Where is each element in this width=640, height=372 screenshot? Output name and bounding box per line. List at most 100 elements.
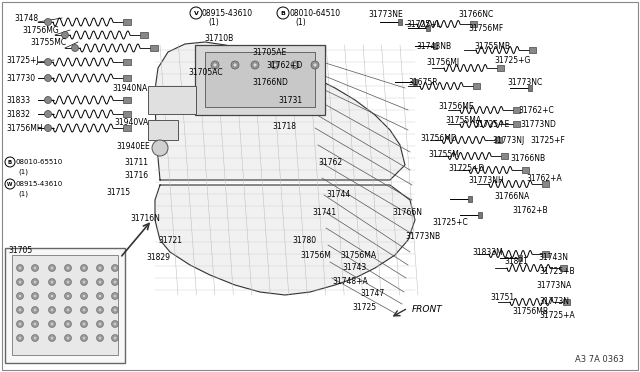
Bar bbox=[426, 25, 430, 31]
Text: 31762+A: 31762+A bbox=[526, 173, 562, 183]
Text: 31748: 31748 bbox=[14, 13, 38, 22]
Text: 31773NE: 31773NE bbox=[368, 10, 403, 19]
Text: 31755MB: 31755MB bbox=[474, 42, 510, 51]
Circle shape bbox=[45, 74, 51, 81]
Circle shape bbox=[313, 63, 317, 67]
Text: 31731: 31731 bbox=[278, 96, 302, 105]
Circle shape bbox=[111, 307, 118, 314]
Text: 31766N: 31766N bbox=[392, 208, 422, 217]
Circle shape bbox=[98, 266, 102, 270]
Text: 31821: 31821 bbox=[504, 257, 528, 266]
Bar bbox=[560, 265, 567, 271]
Bar bbox=[123, 111, 131, 117]
Circle shape bbox=[113, 280, 117, 284]
Circle shape bbox=[33, 266, 36, 270]
Text: 31829: 31829 bbox=[146, 253, 170, 263]
Text: 31743N: 31743N bbox=[538, 253, 568, 263]
Text: 31756MF: 31756MF bbox=[468, 23, 503, 32]
Circle shape bbox=[97, 279, 104, 285]
Text: 31756M: 31756M bbox=[300, 250, 331, 260]
Circle shape bbox=[17, 307, 24, 314]
Circle shape bbox=[33, 322, 36, 326]
Circle shape bbox=[31, 321, 38, 327]
Circle shape bbox=[97, 307, 104, 314]
Text: 31773NC: 31773NC bbox=[507, 77, 542, 87]
Text: (1): (1) bbox=[18, 191, 28, 197]
Text: 31710B: 31710B bbox=[204, 33, 233, 42]
Circle shape bbox=[113, 294, 117, 298]
Text: 31833M: 31833M bbox=[472, 247, 503, 257]
Bar bbox=[495, 137, 502, 143]
Text: 31725+J: 31725+J bbox=[6, 55, 39, 64]
Circle shape bbox=[97, 321, 104, 327]
Text: A3 7A 0363: A3 7A 0363 bbox=[575, 356, 624, 365]
Circle shape bbox=[253, 63, 257, 67]
Text: 31773NA: 31773NA bbox=[536, 282, 572, 291]
Bar bbox=[542, 251, 549, 257]
Text: 31773NB: 31773NB bbox=[405, 231, 440, 241]
Circle shape bbox=[66, 266, 70, 270]
Text: 31773NJ: 31773NJ bbox=[492, 135, 524, 144]
Text: 31832: 31832 bbox=[6, 109, 30, 119]
Circle shape bbox=[82, 336, 86, 340]
Circle shape bbox=[31, 279, 38, 285]
Circle shape bbox=[211, 61, 219, 69]
Bar bbox=[542, 181, 549, 187]
Text: B: B bbox=[8, 160, 12, 164]
Text: 31940VA: 31940VA bbox=[114, 118, 148, 126]
Circle shape bbox=[111, 279, 118, 285]
Circle shape bbox=[273, 63, 277, 67]
Circle shape bbox=[66, 336, 70, 340]
Circle shape bbox=[18, 280, 22, 284]
Bar bbox=[150, 45, 158, 51]
Text: 31755M: 31755M bbox=[428, 150, 459, 158]
Bar bbox=[398, 19, 402, 25]
Circle shape bbox=[65, 321, 72, 327]
Text: 31780: 31780 bbox=[292, 235, 316, 244]
Text: 31756MH: 31756MH bbox=[6, 124, 43, 132]
Text: 31725+C: 31725+C bbox=[432, 218, 468, 227]
Circle shape bbox=[33, 280, 36, 284]
Text: 08915-43610: 08915-43610 bbox=[16, 181, 63, 187]
Circle shape bbox=[82, 322, 86, 326]
Bar bbox=[529, 47, 536, 53]
Text: 31747: 31747 bbox=[360, 289, 384, 298]
Bar bbox=[473, 83, 480, 89]
Text: 31725: 31725 bbox=[352, 302, 376, 311]
Text: 31773ND: 31773ND bbox=[520, 119, 556, 128]
Circle shape bbox=[81, 307, 88, 314]
Circle shape bbox=[49, 334, 56, 341]
Circle shape bbox=[17, 279, 24, 285]
Circle shape bbox=[98, 308, 102, 312]
Circle shape bbox=[66, 322, 70, 326]
Circle shape bbox=[50, 266, 54, 270]
Text: 31705AE: 31705AE bbox=[252, 48, 286, 57]
Circle shape bbox=[45, 19, 51, 26]
Circle shape bbox=[31, 264, 38, 272]
Text: 31716N: 31716N bbox=[130, 214, 160, 222]
Text: 31744: 31744 bbox=[326, 189, 350, 199]
Circle shape bbox=[81, 334, 88, 341]
Text: 31773N: 31773N bbox=[539, 298, 569, 307]
Circle shape bbox=[72, 45, 79, 51]
Bar bbox=[478, 212, 482, 218]
Circle shape bbox=[113, 322, 117, 326]
Circle shape bbox=[45, 58, 51, 65]
Text: FRONT: FRONT bbox=[412, 305, 443, 314]
Polygon shape bbox=[155, 42, 405, 180]
Bar bbox=[148, 120, 178, 140]
Text: 31743: 31743 bbox=[342, 263, 366, 273]
Circle shape bbox=[65, 307, 72, 314]
Circle shape bbox=[18, 294, 22, 298]
Circle shape bbox=[113, 308, 117, 312]
Circle shape bbox=[50, 280, 54, 284]
Text: 31748+A: 31748+A bbox=[332, 278, 368, 286]
Circle shape bbox=[49, 321, 56, 327]
Circle shape bbox=[152, 140, 168, 156]
Text: 31725+G: 31725+G bbox=[494, 55, 531, 64]
Circle shape bbox=[98, 280, 102, 284]
Text: 31756MD: 31756MD bbox=[420, 134, 457, 142]
Circle shape bbox=[18, 336, 22, 340]
Circle shape bbox=[50, 336, 54, 340]
Text: 31705: 31705 bbox=[8, 246, 32, 254]
